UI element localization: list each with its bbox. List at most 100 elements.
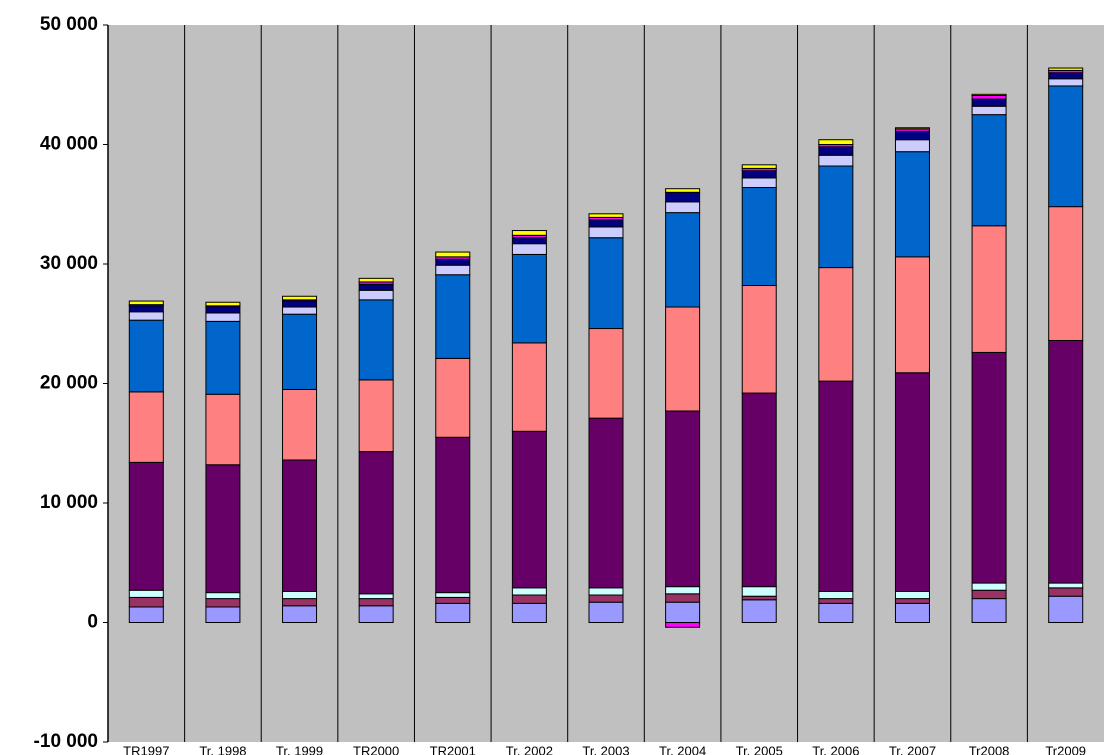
- bar-segment: [818, 602, 854, 624]
- x-tick-label: Tr. 2003: [582, 743, 629, 755]
- bar-segment: [741, 285, 777, 394]
- bar-segment: [435, 596, 471, 604]
- bar-segment: [435, 592, 471, 598]
- bar-segment: [818, 380, 854, 592]
- y-tick-label: 30 000: [40, 253, 98, 274]
- x-tick-label: Tr. 2002: [506, 743, 553, 755]
- x-label-box: [877, 743, 948, 755]
- bar-segment: [435, 436, 471, 594]
- bar-segment: [741, 599, 777, 623]
- bar-segment: [1048, 587, 1084, 597]
- bar-segment: [894, 130, 930, 141]
- bar-segment: [971, 98, 1007, 107]
- bar-segment: [741, 177, 777, 189]
- x-tick-label: TR1997: [123, 743, 169, 755]
- bar-segment: [358, 605, 394, 624]
- x-label-box: [264, 743, 335, 755]
- x-tick-label: TR2001: [430, 743, 476, 755]
- bar-segment: [128, 589, 164, 598]
- bar-segment: [435, 357, 471, 438]
- bar-segment: [511, 430, 547, 589]
- bar-segment: [435, 602, 471, 624]
- x-label-box: [187, 743, 259, 755]
- bar-segment: [205, 312, 241, 322]
- x-tick-label: Tr. 2004: [659, 743, 706, 755]
- bar-segment: [1048, 582, 1084, 589]
- bar-segment: [511, 602, 547, 624]
- bar-segment: [971, 114, 1007, 227]
- bar-segment: [818, 139, 854, 146]
- bar-segment: [665, 188, 701, 193]
- bar-segment: [435, 251, 471, 258]
- bar-segment: [358, 598, 394, 607]
- bar-segment: [282, 306, 318, 315]
- bar-segment: [435, 258, 471, 266]
- bar-segment: [894, 590, 930, 600]
- bar-segment: [511, 243, 547, 255]
- bar-segment: [1048, 85, 1084, 208]
- bar-segment: [205, 464, 241, 594]
- bar-segment: [282, 300, 318, 308]
- bar-segment: [588, 328, 624, 419]
- bar-segment: [1048, 72, 1084, 80]
- bar-segment: [588, 417, 624, 589]
- bar-segment: [282, 605, 318, 624]
- bar-segment: [971, 598, 1007, 623]
- bar-segment: [894, 598, 930, 604]
- bar-segment: [1048, 78, 1084, 87]
- bar-segment: [358, 451, 394, 595]
- x-label-box: [340, 743, 412, 755]
- bar-segment: [282, 313, 318, 390]
- y-tick-label: 50 000: [40, 14, 98, 35]
- x-label-box: [953, 743, 1025, 755]
- bar-segment: [665, 593, 701, 603]
- bar-segment: [282, 295, 318, 301]
- y-tick-label: 10 000: [40, 492, 98, 513]
- bar-segment: [971, 93, 1007, 97]
- bar-segment: [665, 601, 701, 623]
- bar-segment: [741, 595, 777, 601]
- x-tick-label: Tr2009: [1045, 743, 1086, 755]
- bar-segment: [588, 213, 624, 218]
- bar-segment: [358, 277, 394, 283]
- x-label-box: [570, 743, 642, 755]
- bar-segment: [971, 105, 1007, 116]
- x-label-box: [111, 743, 182, 755]
- bar-segment: [1048, 595, 1084, 624]
- x-tick-label: Tr. 2007: [889, 743, 936, 755]
- x-tick-label: Tr. 2006: [812, 743, 859, 755]
- bar-segment: [128, 305, 164, 313]
- bar-segment: [971, 351, 1007, 584]
- bar-segment: [818, 598, 854, 604]
- bar-segment: [818, 146, 854, 156]
- y-tick-label: 20 000: [40, 373, 98, 394]
- bar-segment: [1048, 206, 1084, 341]
- bar-segment: [128, 311, 164, 321]
- bar-segment: [205, 393, 241, 466]
- bar-segment: [894, 151, 930, 258]
- bar-segment: [128, 391, 164, 463]
- bar-segment: [818, 590, 854, 600]
- x-label-box: [800, 743, 872, 755]
- x-label-box: [723, 743, 795, 755]
- x-tick-label: Tr. 1999: [276, 743, 323, 755]
- bar-segment: [128, 300, 164, 306]
- bar-segment: [358, 289, 394, 301]
- bar-segment: [588, 594, 624, 603]
- bar-segment: [894, 602, 930, 624]
- bar-segment: [358, 593, 394, 600]
- bar-segment: [128, 319, 164, 393]
- bar-segment: [588, 226, 624, 239]
- bar-segment: [818, 165, 854, 269]
- bar-segment: [665, 201, 701, 214]
- bar-segment: [128, 461, 164, 591]
- bar-segment: [511, 342, 547, 432]
- bar-segment: [741, 164, 777, 169]
- bar-segment: [894, 372, 930, 592]
- bar-segment: [665, 306, 701, 412]
- bar-segment: [205, 301, 241, 307]
- bar-segment: [894, 256, 930, 374]
- bar-segment: [282, 388, 318, 461]
- bar-segment: [588, 601, 624, 623]
